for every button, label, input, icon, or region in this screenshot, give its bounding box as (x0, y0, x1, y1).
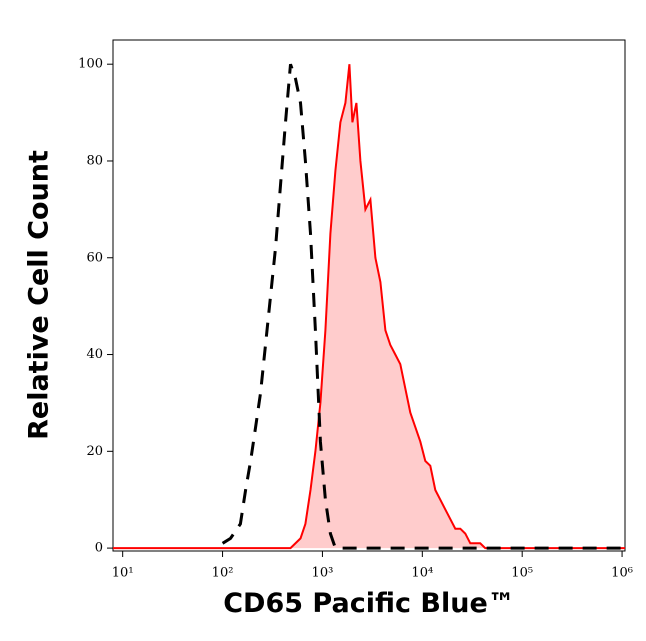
y-tick-label: 0 (95, 541, 103, 556)
y-tick-label: 80 (86, 153, 103, 168)
histogram-line (221, 63, 625, 550)
histogram-line (113, 64, 625, 550)
plot-frame (112, 39, 626, 552)
x-tick-label: 10¹ (112, 566, 134, 581)
y-tick-label: 40 (86, 347, 103, 362)
x-tick-label: 10³ (312, 566, 334, 581)
x-tick-label: 10⁶ (611, 566, 633, 581)
y-axis-title: Relative Cell Count (24, 150, 55, 440)
x-tick-label: 10⁵ (511, 566, 533, 581)
x-tick-label: 10² (212, 566, 234, 581)
y-tick-label: 20 (86, 444, 103, 459)
x-axis-title: CD65 Pacific Blue™ (223, 588, 515, 619)
y-tick-label: 100 (78, 57, 103, 72)
y-tick-label: 60 (86, 250, 103, 265)
x-tick-label: 10⁴ (411, 566, 433, 581)
area (113, 64, 625, 549)
